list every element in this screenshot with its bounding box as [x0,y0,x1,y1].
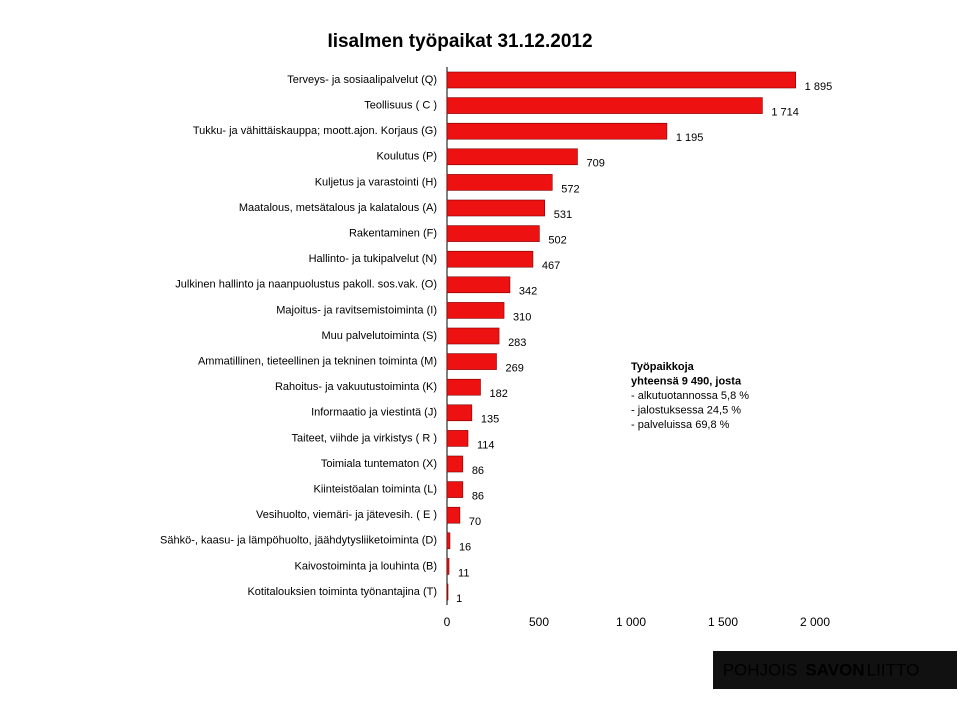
annotation: yhteensä 9 490, josta [631,375,742,387]
category-label: Kotitalouksien toiminta työnantajina (T) [247,586,437,598]
x-tick-label: 500 [529,615,549,629]
category-label: Rahoitus- ja vakuutustoiminta (K) [275,381,437,393]
value-label: 16 [459,542,471,554]
logo-text: SAVON [805,660,864,679]
bar [446,225,540,242]
value-label: 709 [586,158,604,170]
bar [446,378,481,396]
annotation: Työpaikkoja [631,361,695,373]
value-label: 70 [469,516,481,528]
bar [446,583,449,601]
value-label: 310 [513,311,531,323]
value-label: 114 [477,439,495,451]
annotation: - jalostuksessa 24,5 % [631,404,741,416]
value-label: 269 [505,363,523,375]
bar [446,558,450,575]
category-label: Vesihuolto, viemäri- ja jätevesih. ( E ) [256,509,437,521]
category-label: Kuljetus ja varastointi (H) [315,176,437,188]
category-label: Taiteet, viihde ja virkistys ( R ) [292,432,437,444]
category-label: Julkinen hallinto ja naanpuolustus pakol… [175,279,437,291]
bar [446,276,511,294]
value-label: 283 [508,337,526,349]
value-label: 1 895 [805,81,833,93]
value-label: 182 [489,388,507,400]
category-label: Teollisuus ( C ) [364,100,437,112]
x-tick-label: 1 500 [708,615,738,629]
bar [446,532,451,550]
x-tick-label: 1 000 [616,615,646,629]
category-label: Majoitus- ja ravitsemistoiminta (I) [276,304,437,316]
bar [446,122,668,140]
x-tick-label: 2 000 [800,615,830,629]
value-label: 531 [554,209,572,221]
category-label: Rakentaminen (F) [349,228,437,240]
bar [446,199,546,217]
annotation: - palveluissa 69,8 % [631,419,730,431]
category-label: Sähkö-, kaasu- ja lämpöhuolto, jäähdytys… [160,535,437,547]
chart-title: Iisalmen työpaikat 31.12.2012 [327,31,592,52]
category-label: Informaatio ja viestintä (J) [311,407,437,419]
category-label: Koulutus (P) [376,151,437,163]
bar [446,404,473,422]
category-label: Maatalous, metsätalous ja kalatalous (A) [239,202,437,214]
logo-text: LIITTO [867,660,920,679]
value-label: 135 [481,414,499,426]
bar [446,148,578,166]
bar [446,327,500,345]
bar [446,302,505,319]
value-label: 1 195 [676,132,704,144]
logo-text: POHJOIS [723,660,798,679]
bar [446,481,464,498]
bar [446,430,469,447]
category-label: Muu palvelutoiminta (S) [321,330,437,342]
value-label: 1 714 [771,107,799,119]
value-label: 11 [458,567,469,579]
category-label: Tukku- ja vähittäiskauppa; moott.ajon. K… [193,125,437,137]
bar [446,250,534,268]
category-label: Ammatillinen, tieteellinen ja tekninen t… [198,356,437,368]
category-label: Terveys- ja sosiaalipalvelut (Q) [287,74,437,86]
value-label: 1 [456,593,462,605]
bar [446,97,763,114]
value-label: 86 [472,465,484,477]
bar [446,71,796,89]
category-label: Toimiala tuntematon (X) [321,458,437,470]
value-label: 572 [561,183,579,195]
bar [446,506,461,524]
bar [446,455,464,473]
category-label: Hallinto- ja tukipalvelut (N) [309,253,437,265]
logo-box [713,651,957,689]
value-label: 467 [542,260,560,272]
annotation: - alkutuotannossa 5,8 % [631,390,749,402]
category-label: Kiinteistöalan toiminta (L) [313,484,437,496]
value-label: 86 [472,491,484,503]
bar [446,174,553,191]
bar [446,353,497,370]
value-label: 342 [519,286,537,298]
category-label: Kaivostoiminta ja louhinta (B) [295,560,437,572]
value-label: 502 [548,235,566,247]
x-tick-label: 0 [444,615,451,629]
